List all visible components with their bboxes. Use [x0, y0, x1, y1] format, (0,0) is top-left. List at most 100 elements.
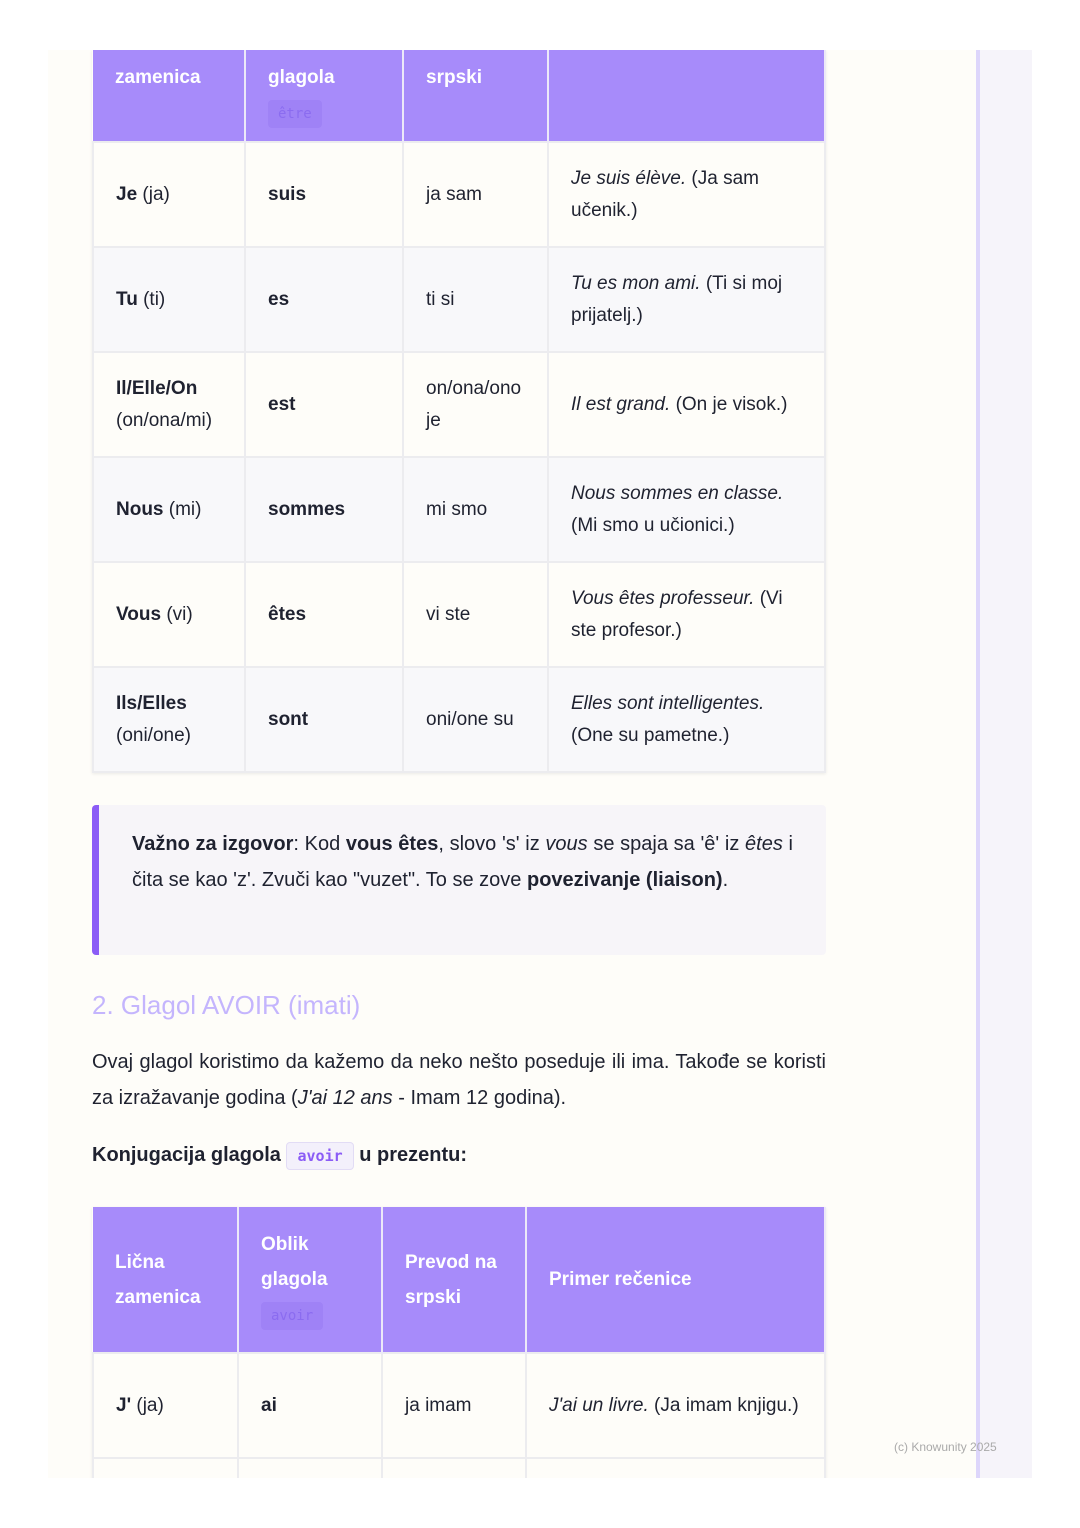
pronoun-translation: (vi)	[166, 603, 193, 625]
callout-text: .	[722, 868, 729, 891]
table-row: Il/Elle/On (on/ona/mi) est on/ona/ono je…	[92, 351, 826, 458]
table-row: Ils/Elles (oni/one) sont oni/one su Elle…	[92, 666, 826, 773]
document-page: zamenica glagola être srpski Je (ja) suis…	[48, 50, 1032, 1478]
table-row: Tu (ti) es ti si Tu es mon ami. (Ti si m…	[92, 246, 826, 353]
header-cell: srpski	[403, 50, 549, 142]
translation-cell: ti si	[402, 246, 549, 353]
example-sr: (One su pametne.)	[571, 724, 730, 746]
table-row: J' (ja) ai ja imam J'ai un livre. (Ja im…	[92, 1352, 826, 1459]
pronoun: Je	[116, 183, 138, 205]
header-cell: Primer rečenice	[526, 1207, 826, 1353]
translation-cell: on/ona/ono je	[402, 351, 549, 458]
para-text: - Imam 12 godina).	[392, 1086, 567, 1109]
example-fr: Je suis élève.	[571, 167, 687, 189]
verb-form: sommes	[268, 498, 346, 520]
callout-text: , slovo 's' iz	[438, 833, 546, 855]
header-cell: Lična zamenica	[93, 1207, 239, 1353]
table-header-row: zamenica glagola être srpski	[93, 50, 826, 142]
example-cell: Il est grand. (On je visok.)	[547, 351, 826, 458]
callout-bold: Važno za izgovor	[132, 833, 294, 855]
pronunciation-callout: Važno za izgovor: Kod vous êtes, slovo '…	[92, 805, 826, 955]
table-header-row: Lična zamenica Oblik glagola avoir Prevod…	[93, 1207, 826, 1353]
verb-form: es	[268, 288, 290, 310]
verb-cell: es	[244, 246, 404, 353]
translation-cell: mi smo	[402, 456, 549, 563]
verb-form: êtes	[268, 603, 307, 625]
pronoun: Vous	[116, 603, 162, 625]
section-heading: 2. Glagol AVOIR (imati)	[92, 990, 361, 1020]
verb-form: suis	[268, 183, 307, 205]
translation-cell: vi ste	[402, 561, 549, 668]
example-cell: Elles sont intelligentes. (One su pametn…	[547, 666, 826, 773]
example-sr: (Ti si moj prijatelj.)	[571, 272, 783, 326]
example-cell: Nous sommes en classe. (Mi smo u učionic…	[547, 456, 826, 563]
pronoun: Tu	[116, 288, 138, 310]
pronoun: J'	[116, 1394, 132, 1416]
conjugation-label: Konjugacija glagola avoir u prezentu:	[92, 1138, 826, 1174]
translation-cell: ja imam	[381, 1352, 527, 1459]
example-sr: (Ja sam učenik.)	[571, 167, 759, 221]
header-cell: zamenica	[93, 50, 246, 142]
table-row: Vous (vi) êtes vi ste Vous êtes professe…	[92, 561, 826, 668]
example-sr: (On je visok.)	[675, 393, 788, 415]
verb-form: ai	[261, 1394, 277, 1416]
callout-text: se spaja sa 'ê' iz	[587, 833, 746, 855]
header-label: Oblik glagola	[261, 1234, 328, 1290]
pronoun-cell: J' (ja)	[92, 1352, 239, 1459]
header-label: glagola	[268, 67, 335, 88]
example-fr: Vous êtes professeur.	[571, 587, 755, 609]
callout-bold: vous êtes	[345, 833, 439, 855]
pronoun-translation: (oni/one)	[116, 724, 191, 746]
label-text: Konjugacija glagola	[92, 1144, 281, 1166]
example-sr: (Mi smo u učionici.)	[571, 514, 735, 536]
example-fr: Elles sont intelligentes.	[571, 692, 765, 714]
pronoun-cell: Nous (mi)	[92, 456, 246, 563]
pronoun-translation: (ja)	[142, 183, 170, 205]
callout-text: : Kod	[293, 833, 346, 855]
example-fr: Il est grand.	[571, 393, 671, 415]
table-row	[92, 1457, 826, 1478]
example-sr: (Vi ste profesor.)	[571, 587, 783, 641]
code-etre: être	[268, 100, 322, 128]
avoir-conjugation-table: Lična zamenica Oblik glagola avoir Prevod…	[92, 1207, 826, 1478]
para-text: Ovaj glagol koristimo da kažemo da neko …	[92, 1051, 826, 1109]
table-row: Je (ja) suis ja sam Je suis élève. (Ja s…	[92, 141, 826, 248]
verb-cell: ai	[237, 1352, 383, 1459]
pronoun-translation: (ti)	[143, 288, 166, 310]
verb-cell: suis	[244, 141, 404, 248]
verb-cell: êtes	[244, 561, 404, 668]
table-row: Nous (mi) sommes mi smo Nous sommes en c…	[92, 456, 826, 563]
example-sr: (Ja imam knjigu.)	[654, 1394, 799, 1416]
section-paragraph: Ovaj glagol koristimo da kažemo da neko …	[92, 1045, 826, 1116]
pronoun-translation: (mi)	[168, 498, 202, 520]
etre-conjugation-table: zamenica glagola être srpski Je (ja) suis…	[92, 50, 826, 773]
example-cell: Je suis élève. (Ja sam učenik.)	[547, 141, 826, 248]
example-cell: J'ai un livre. (Ja imam knjigu.)	[525, 1352, 826, 1459]
footer-copyright: (c) Knowunity 2025	[894, 1440, 997, 1454]
verb-form: est	[268, 393, 296, 415]
header-cell	[548, 50, 826, 142]
pronoun-translation: (ja)	[136, 1394, 164, 1416]
example-cell: Tu es mon ami. (Ti si moj prijatelj.)	[547, 246, 826, 353]
pronoun-cell: Vous (vi)	[92, 561, 246, 668]
example-fr: Nous sommes en classe.	[571, 482, 784, 504]
callout-bold: povezivanje (liaison)	[526, 868, 723, 891]
translation-cell: oni/one su	[402, 666, 549, 773]
code-avoir: avoir	[261, 1302, 324, 1330]
example-fr: J'ai un livre.	[549, 1394, 649, 1416]
verb-cell: sont	[244, 666, 404, 773]
verb-cell: est	[244, 351, 404, 458]
example-cell: Vous êtes professeur. (Vi ste profesor.)	[547, 561, 826, 668]
para-italic: J'ai 12 ans	[297, 1086, 393, 1109]
code-avoir: avoir	[286, 1141, 354, 1170]
callout-text: i čita se kao 'z'. Zvuči kao "vuzet". To…	[132, 833, 793, 891]
header-cell: glagola être	[245, 50, 404, 142]
verb-form: sont	[268, 708, 309, 730]
pronoun-cell: Ils/Elles (oni/one)	[92, 666, 246, 773]
header-cell: Oblik glagola avoir	[238, 1207, 383, 1353]
example-fr: Tu es mon ami.	[571, 272, 701, 294]
pronoun-cell: Tu (ti)	[92, 246, 246, 353]
callout-italic: vous	[545, 833, 588, 855]
pronoun: Il/Elle/On	[116, 377, 198, 399]
pronoun-cell: Il/Elle/On (on/ona/mi)	[92, 351, 246, 458]
